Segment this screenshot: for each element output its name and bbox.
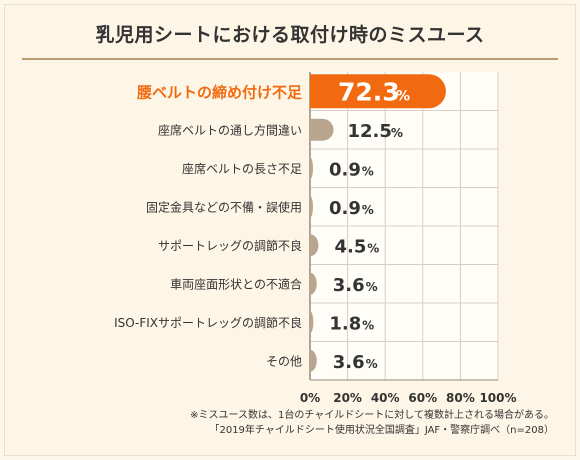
bar (310, 157, 313, 180)
category-label: ISO-FIXサポートレッグの調節不良 (114, 315, 302, 330)
chart-title: 乳児用シートにおける取付け時のミスユース (95, 24, 485, 46)
category-label: 座席ベルトの通し方間違い (158, 122, 302, 137)
bar (310, 195, 313, 218)
data-label-unit: % (396, 88, 410, 104)
category-label: 車両座面形状との不適合 (170, 276, 302, 291)
bar (310, 349, 317, 372)
bar (310, 311, 314, 334)
x-tick-label: 20% (333, 391, 362, 405)
data-label: 0.9 (329, 159, 361, 180)
data-label-unit: % (362, 203, 374, 217)
data-label: 3.6 (333, 275, 365, 296)
data-label-unit: % (391, 126, 403, 140)
x-tick-label: 0% (300, 391, 320, 405)
data-label-unit: % (366, 280, 378, 294)
bar (310, 74, 446, 109)
data-label: 0.9 (329, 198, 361, 219)
x-tick-label: 80% (446, 391, 475, 405)
category-label: 座席ベルトの長さ不足 (182, 161, 302, 176)
category-label: 固定金具などの不備・誤使用 (146, 199, 302, 214)
data-label: 4.5 (334, 236, 366, 257)
data-label-unit: % (362, 164, 374, 178)
bar (310, 234, 319, 257)
footnote-line-2: 「2019年チャイルドシート使用状況全国調査」JAF・警察庁調べ（n=208） (209, 425, 554, 436)
bar (310, 272, 317, 295)
data-label: 12.5 (348, 121, 392, 142)
data-label-unit: % (366, 357, 378, 371)
x-tick-label: 40% (371, 391, 400, 405)
x-tick-label: 60% (408, 391, 437, 405)
data-label: 72.3 (338, 77, 400, 106)
data-label: 1.8 (329, 313, 361, 334)
footnote-line-1: ※ミスユース数は、1台のチャイルドシートに対して複数計上される場合がある。 (190, 410, 554, 421)
bar (310, 118, 334, 141)
data-label: 3.6 (333, 352, 365, 373)
title-divider (22, 58, 558, 60)
category-label: サポートレッグの調節不良 (158, 238, 302, 253)
data-label-unit: % (367, 241, 379, 255)
category-label: その他 (266, 354, 302, 368)
x-tick-label: 100% (479, 391, 516, 405)
category-label: 腰ベルトの締め付け不足 (136, 83, 303, 101)
data-label-unit: % (362, 318, 374, 332)
